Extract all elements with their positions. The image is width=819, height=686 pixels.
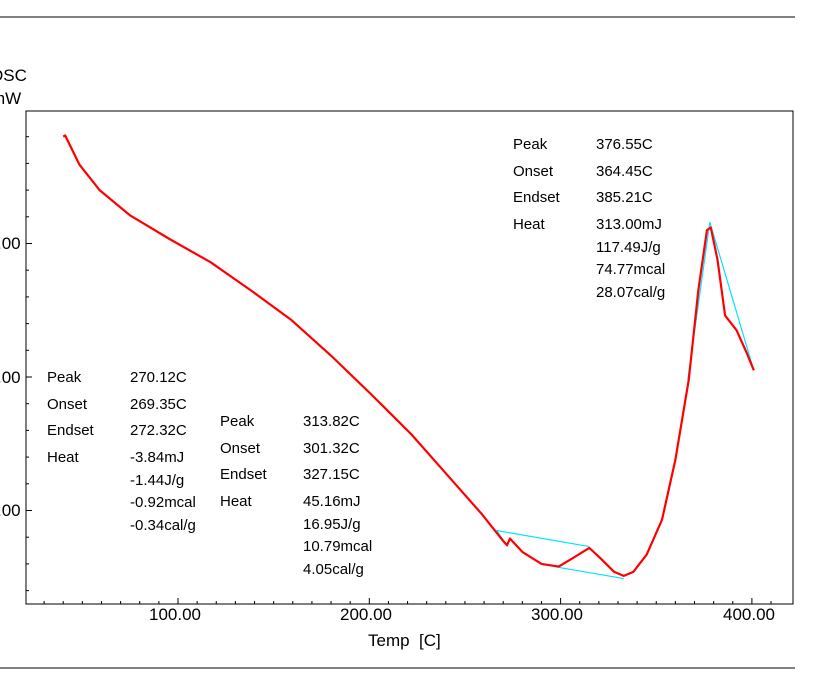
- annotation-value: -0.92mcal: [130, 494, 196, 511]
- annotation-label: Peak: [220, 413, 255, 430]
- x-axis-label: Temp [C]: [368, 631, 441, 650]
- annotation-value: 74.77mcal: [596, 261, 666, 278]
- x-tick-label: 300.00: [531, 605, 583, 624]
- annotation-value: 327.15C: [303, 466, 360, 483]
- x-tick-label: 200.00: [340, 605, 392, 624]
- annotation-value: 28.07cal/g: [596, 283, 666, 301]
- x-tick-label: 400.00: [723, 605, 775, 624]
- annotation-label: Endset: [513, 189, 560, 206]
- baseline-segment: [496, 529, 590, 548]
- annotation-value: -1.44J/g: [130, 471, 185, 489]
- plot-frame: [25, 110, 794, 605]
- annotation-value: 45.16mJ: [303, 493, 361, 510]
- baseline-segment: [709, 221, 755, 371]
- annotation-label: Onset: [220, 439, 261, 457]
- y-axis-label-unit: mW: [0, 89, 22, 108]
- annotation-value: 4.05cal/g: [303, 560, 364, 578]
- annotation-label: Endset: [47, 422, 94, 439]
- annotation-value: 313.82C: [303, 413, 360, 430]
- annotation-label: Peak: [47, 369, 82, 386]
- annotation-value: 301.32C: [303, 439, 360, 457]
- y-tick-label: .00: [0, 501, 21, 520]
- annotation-label: Onset: [513, 162, 554, 180]
- annotation-label: Onset: [47, 395, 88, 413]
- annotation-label: Heat: [47, 449, 79, 466]
- annotation-value: 269.35C: [130, 395, 187, 413]
- y-axis-label-dsc: DSC: [0, 66, 27, 85]
- annotation-value: 313.00mJ: [596, 216, 662, 233]
- annotation-value: -0.34cal/g: [130, 516, 196, 534]
- x-tick-label: 100.00: [149, 605, 201, 624]
- annotation-value: 270.12C: [130, 369, 187, 386]
- annotation-label: Heat: [513, 216, 545, 233]
- annotation-label: Heat: [220, 493, 252, 510]
- annotation-value: -3.84mJ: [130, 449, 185, 466]
- dsc-curve: [62, 134, 755, 578]
- annotation-value: 272.32C: [130, 422, 187, 439]
- annotation-value: 364.45C: [596, 162, 653, 180]
- annotation-value: 376.55C: [596, 136, 653, 153]
- annotation-label: Endset: [220, 466, 267, 483]
- y-tick-label: .00: [0, 368, 21, 387]
- annotation-value: 385.21C: [596, 189, 653, 206]
- annotation-label: Peak: [513, 136, 548, 153]
- annotation-value: 16.95J/g: [303, 515, 361, 533]
- y-tick-label: .00: [0, 234, 21, 253]
- baseline-segment: [553, 565, 624, 580]
- annotation-value: 10.79mcal: [303, 538, 373, 555]
- annotation-value: 117.49J/g: [596, 238, 661, 256]
